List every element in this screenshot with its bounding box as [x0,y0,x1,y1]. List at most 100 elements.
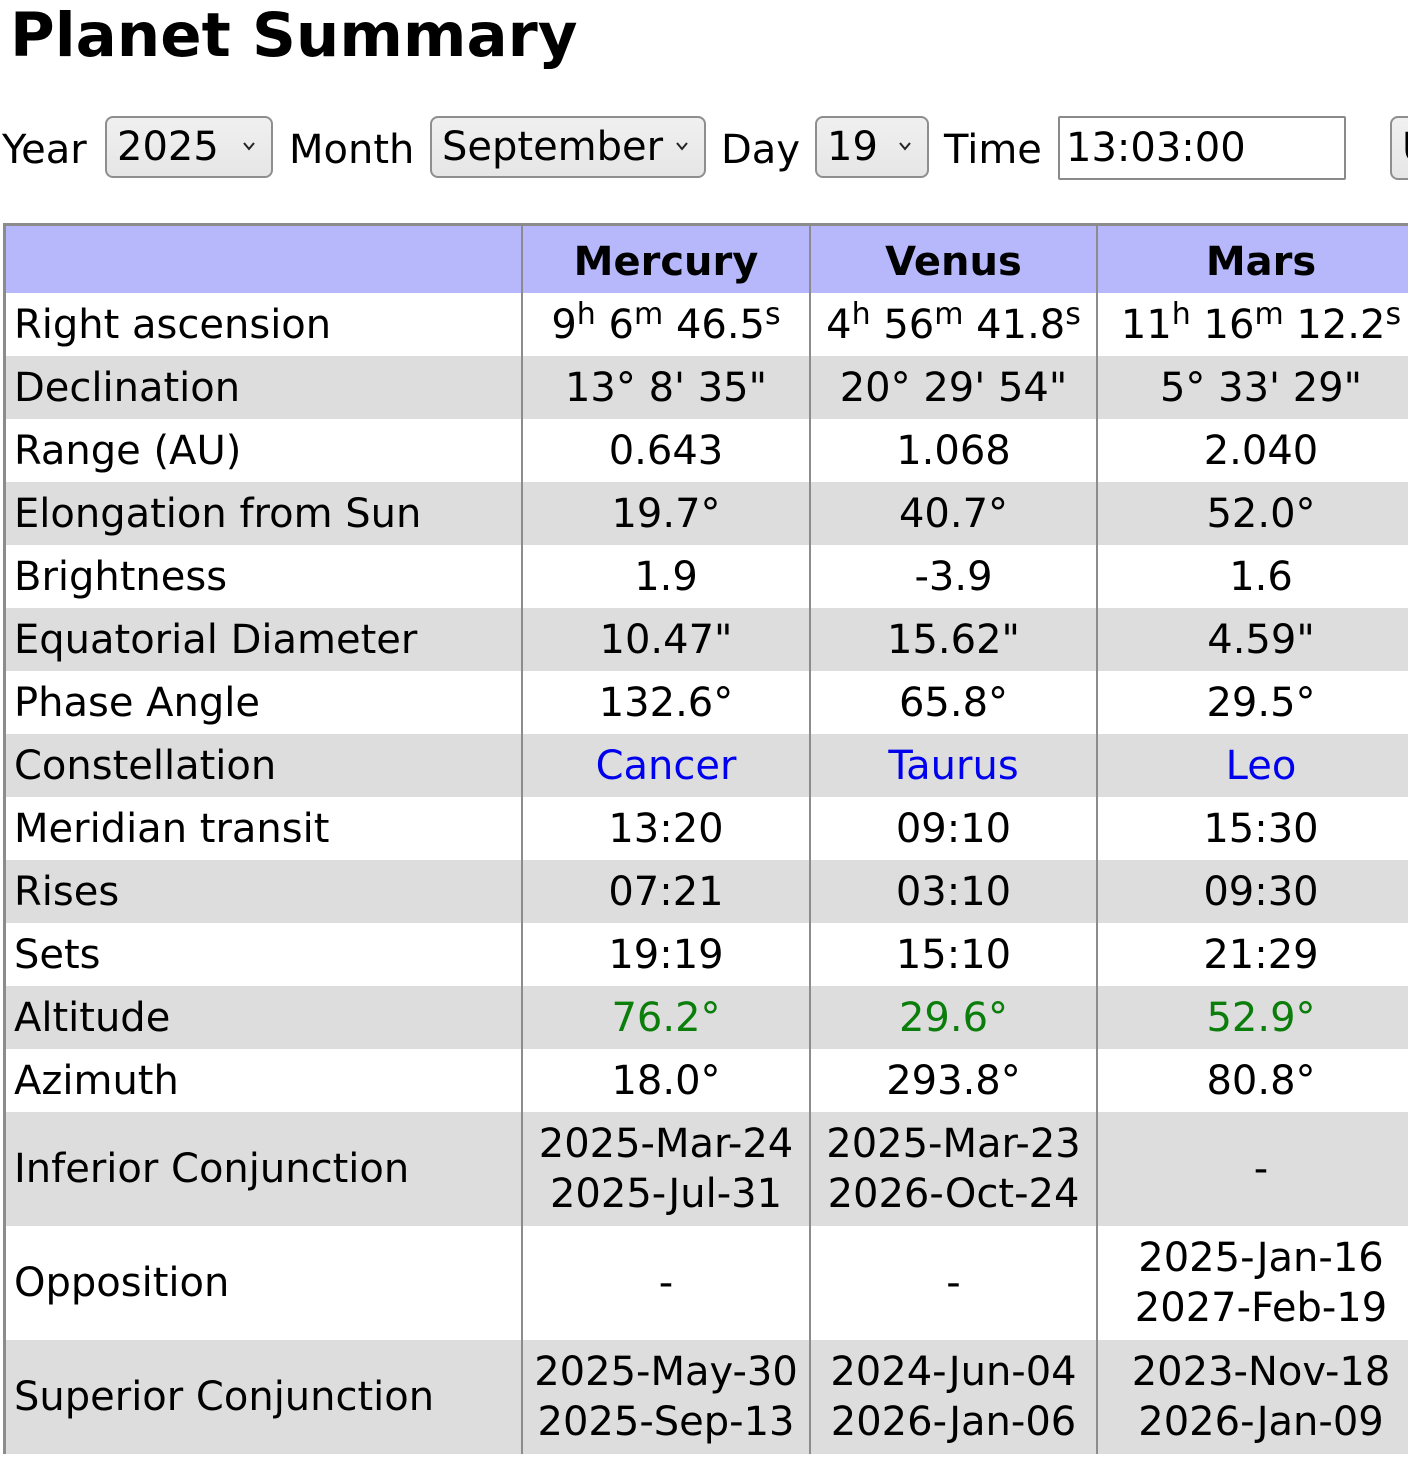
date-value: 2026-Jan-09 [1138,1399,1384,1445]
column-header-mercury: Mercury [523,226,811,293]
time-input[interactable] [1058,116,1346,180]
date-time-controls: Year 2025 Month September Day 19 Time U [0,116,1408,182]
rises-venus: 03:10 [811,860,1098,923]
page-title: Planet Summary [10,0,578,71]
row-label: Opposition [6,1226,523,1340]
range-au-mars: 2.040 [1098,419,1408,482]
table-row-brightness: Brightness 1.9 -3.9 1.6 [6,545,1408,608]
table-row-opposition: Opposition - - 2025-Jan-16 2027-Feb-19 [6,1226,1408,1340]
constellation-link-mercury[interactable]: Cancer [595,742,737,789]
date-value: 2025-Mar-24 [538,1121,794,1167]
sets-mercury: 19:19 [523,923,811,986]
brightness-mars: 1.6 [1098,545,1408,608]
table-body: Declination 13° 8' 35" 20° 29' 54" 5° 33' 2… [6,356,1408,1454]
constellation-link-mars[interactable]: Leo [1225,742,1297,789]
date-value: 2026-Oct-24 [827,1171,1080,1217]
declination-mars: 5° 33' 29" [1098,356,1408,419]
chevron-down-icon [243,142,255,151]
equatorial-diameter-mars: 4.59" [1098,608,1408,671]
rises-mercury: 07:21 [523,860,811,923]
planet-table: Mercury Venus Mars Right ascension 9h 6m… [3,223,1408,1454]
date-value: 2025-Jul-31 [549,1171,783,1217]
column-header-mars: Mars [1098,226,1408,293]
row-label: Elongation from Sun [6,482,523,545]
elongation-from-sun-mars: 52.0° [1098,482,1408,545]
altitude-mercury: 76.2° [523,986,811,1049]
column-header-venus: Venus [811,226,1098,293]
table-row-declination: Declination 13° 8' 35" 20° 29' 54" 5° 33' 2… [6,356,1408,419]
row-label: Range (AU) [6,419,523,482]
opposition-mars: 2025-Jan-16 2027-Feb-19 [1098,1226,1408,1340]
date-value: 2025-Sep-13 [537,1399,795,1445]
superior-conjunction-mercury: 2025-May-30 2025-Sep-13 [523,1340,811,1454]
ra-venus: 4h 56m 41.8s [811,293,1098,356]
row-label: Brightness [6,545,523,608]
table-row-phase-angle: Phase Angle 132.6° 65.8° 29.5° [6,671,1408,734]
altitude-venus: 29.6° [811,986,1098,1049]
date-value: 2023-Nov-18 [1131,1349,1391,1395]
altitude-value: 76.2° [611,994,721,1041]
superior-conjunction-mars: 2023-Nov-18 2026-Jan-09 [1098,1340,1408,1454]
date-value: - [946,1260,961,1306]
equatorial-diameter-mercury: 10.47" [523,608,811,671]
meridian-transit-venus: 09:10 [811,797,1098,860]
table-row-constellation: Constellation Cancer Taurus Leo [6,734,1408,797]
row-label: Inferior Conjunction [6,1112,523,1226]
constellation-link-venus[interactable]: Taurus [888,742,1019,789]
month-select[interactable]: September [430,116,706,178]
elongation-from-sun-mercury: 19.7° [523,482,811,545]
ra-mars: 11h 16m 12.2s [1098,293,1408,356]
phase-angle-mars: 29.5° [1098,671,1408,734]
year-select[interactable]: 2025 [105,116,273,178]
phase-angle-mercury: 132.6° [523,671,811,734]
constellation-mercury: Cancer [523,734,811,797]
day-select[interactable]: 19 [815,116,929,178]
table-row-meridian-transit: Meridian transit 13:20 09:10 15:30 [6,797,1408,860]
table-row-equatorial-diameter: Equatorial Diameter 10.47" 15.62" 4.59" [6,608,1408,671]
azimuth-venus: 293.8° [811,1049,1098,1112]
constellation-mars: Leo [1098,734,1408,797]
row-label: Altitude [6,986,523,1049]
altitude-value: 52.9° [1206,994,1316,1041]
date-value: 2027-Feb-19 [1134,1285,1388,1331]
range-au-venus: 1.068 [811,419,1098,482]
year-label: Year [2,127,87,173]
date-value: 2025-May-30 [534,1349,798,1395]
phase-angle-venus: 65.8° [811,671,1098,734]
inferior-conjunction-mars: - [1098,1112,1408,1226]
declination-venus: 20° 29' 54" [811,356,1098,419]
meridian-transit-mars: 15:30 [1098,797,1408,860]
opposition-mercury: - [523,1226,811,1340]
meridian-transit-mercury: 13:20 [523,797,811,860]
azimuth-mercury: 18.0° [523,1049,811,1112]
brightness-mercury: 1.9 [523,545,811,608]
range-au-mercury: 0.643 [523,419,811,482]
update-button[interactable]: U [1390,116,1408,180]
elongation-from-sun-venus: 40.7° [811,482,1098,545]
date-value: 2025-Mar-23 [826,1121,1081,1167]
azimuth-mars: 80.8° [1098,1049,1408,1112]
sets-venus: 15:10 [811,923,1098,986]
table-row-range-au: Range (AU) 0.643 1.068 2.040 [6,419,1408,482]
date-value: 2025-Jan-16 [1138,1235,1384,1281]
inferior-conjunction-mercury: 2025-Mar-24 2025-Jul-31 [523,1112,811,1226]
row-label: Azimuth [6,1049,523,1112]
table-row-superior-conjunction: Superior Conjunction 2025-May-30 2025-Sep-… [6,1340,1408,1454]
row-label: Phase Angle [6,671,523,734]
row-label: Sets [6,923,523,986]
day-select-value: 19 [827,124,878,170]
table-header-row: Mercury Venus Mars [6,226,1408,293]
date-value: 2026-Jan-06 [830,1399,1077,1445]
table-row-elongation-from-sun: Elongation from Sun 19.7° 40.7° 52.0° [6,482,1408,545]
date-value: - [1253,1146,1269,1192]
declination-mercury: 13° 8' 35" [523,356,811,419]
row-label: Superior Conjunction [6,1340,523,1454]
row-label: Declination [6,356,523,419]
row-label: Rises [6,860,523,923]
table-row-azimuth: Azimuth 18.0° 293.8° 80.8° [6,1049,1408,1112]
brightness-venus: -3.9 [811,545,1098,608]
chevron-down-icon [899,142,911,151]
row-label: Constellation [6,734,523,797]
chevron-down-icon [676,142,688,151]
table-row-rises: Rises 07:21 03:10 09:30 [6,860,1408,923]
